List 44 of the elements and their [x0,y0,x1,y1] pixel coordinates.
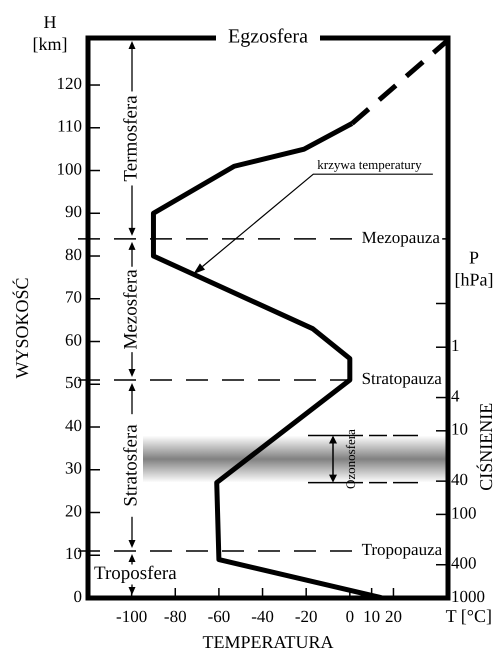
y-tick-label: 100 [56,159,82,178]
annotation: Egzosfera [228,26,308,48]
y-tick-label: 70 [65,288,82,307]
y2-tick-label: 10 [451,420,468,439]
x-tick-label: 0 [346,607,354,626]
band-label: Ozonosfera [342,428,358,490]
ref-line-label: Tropopauza [362,540,443,559]
y2-tick-label: 40 [451,470,468,490]
x-tick-label: 20 [384,607,402,626]
y-tick-label: 120 [56,74,82,93]
x-tick-label: -60 [208,607,230,626]
y-tick-label: 110 [57,116,82,136]
x-tick-label: 10 [363,607,380,626]
y-tick-label: 80 [65,244,82,264]
y2-tick-label: 100 [451,503,476,522]
annotation: krzywa temperatury [317,157,422,172]
y-tick-label: 40 [65,416,82,435]
text: H [km] [32,12,68,54]
y-tick-label: 90 [65,202,82,222]
y2-tick-label: 1 [451,336,460,356]
y-tick-label: 50 [65,373,82,392]
x-axis-title: TEMPERATURA [202,632,334,652]
y-axis-title: WYSOKOŚĆ [12,277,32,379]
y-tick-label: 20 [65,501,82,520]
ref-line-label: Mezopauza [362,228,440,247]
y2-tick-label: 400 [451,554,476,573]
y2-tick-label: 1000 [451,586,485,606]
y-tick-label: 30 [65,458,82,478]
y2-axis-title: CIŚNIENIE [476,402,496,491]
annotation: Troposfera [94,562,178,584]
ref-line-label: Stratopauza [362,368,442,388]
y-tick-label: 60 [65,330,82,350]
x-tick-label: -20 [294,607,318,626]
x-tick-label: -100 [116,607,148,626]
y2-tick-label: 4 [451,386,460,406]
text: P [hPa] [454,248,494,290]
x-tick-label: -80 [164,607,187,626]
text: T [°C] [446,606,492,626]
annotation: Stratosfera [120,424,142,507]
annotation: Mezosfera [120,268,142,350]
annotation: Termosfera [120,94,142,182]
x-tick-label: -40 [251,607,274,626]
y-tick-label: 10 [65,544,82,564]
y-tick-label: 0 [74,586,82,606]
